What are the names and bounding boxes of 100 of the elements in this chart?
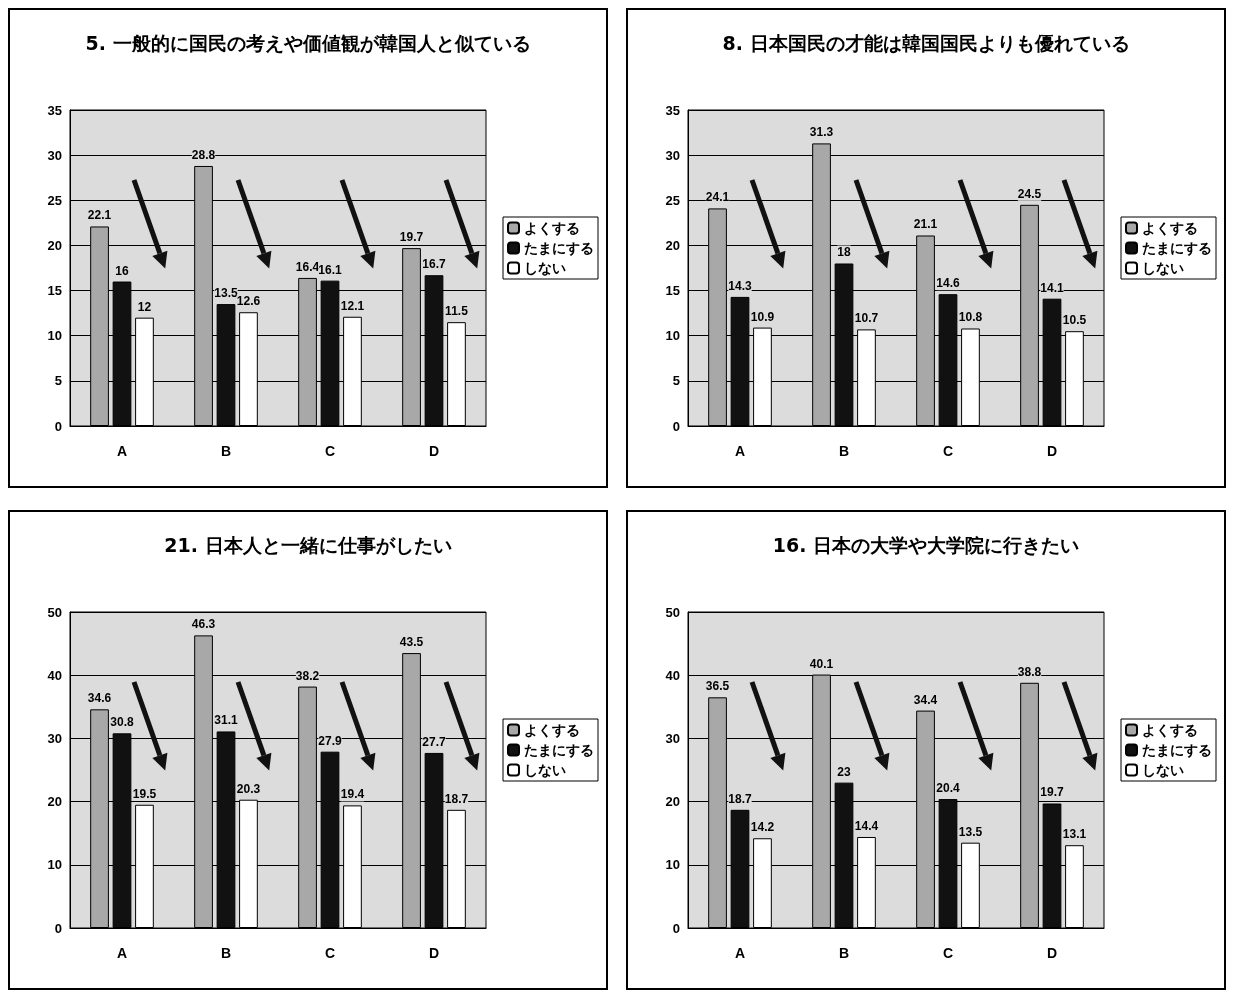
data-label: 14.2 xyxy=(750,820,775,835)
data-label: 18.7 xyxy=(444,791,469,806)
y-tick-label: 15 xyxy=(47,283,62,299)
legend-label: たまにする xyxy=(524,742,594,758)
data-label: 10.5 xyxy=(1062,313,1087,328)
data-label: 11.5 xyxy=(445,304,469,319)
y-tick-label: 30 xyxy=(47,730,62,746)
legend-label: しない xyxy=(1142,762,1184,778)
x-tick-label: B xyxy=(220,443,232,459)
data-label: 12.6 xyxy=(236,294,261,309)
data-label: 13.5 xyxy=(958,824,983,839)
x-tick-label: C xyxy=(324,443,336,459)
data-label: 31.3 xyxy=(809,125,834,140)
data-label: 16.7 xyxy=(422,257,446,272)
data-label: 19.5 xyxy=(132,786,157,801)
y-tick-label: 0 xyxy=(54,920,62,936)
data-label: 14.4 xyxy=(854,818,879,833)
x-tick-label: B xyxy=(838,443,850,459)
x-tick-label: B xyxy=(220,945,232,961)
y-tick-label: 35 xyxy=(665,102,680,118)
data-label: 19.4 xyxy=(340,787,365,802)
x-tick-label: A xyxy=(734,443,746,459)
y-tick-label: 50 xyxy=(47,604,62,620)
y-tick-label: 10 xyxy=(47,857,62,873)
legend-label: たまにする xyxy=(1142,240,1212,256)
legend-label: たまにする xyxy=(524,240,594,256)
data-label: 14.6 xyxy=(936,276,960,291)
data-label: 38.2 xyxy=(295,668,320,683)
legend-label: しない xyxy=(1142,260,1184,276)
data-label: 31.1 xyxy=(214,713,238,728)
y-tick-label: 40 xyxy=(665,667,680,683)
y-tick-label: 0 xyxy=(672,920,680,936)
y-tick-label: 30 xyxy=(665,730,680,746)
x-tick-label: C xyxy=(942,443,954,459)
data-label: 40.1 xyxy=(809,656,834,671)
data-label: 12.1 xyxy=(340,298,365,313)
data-label: 20.4 xyxy=(936,781,960,796)
legend-label: よくする xyxy=(1142,722,1198,738)
data-label: 24.1 xyxy=(705,190,730,205)
y-tick-label: 30 xyxy=(47,147,62,163)
data-label: 12 xyxy=(137,299,152,314)
x-tick-label: D xyxy=(428,945,440,961)
legend-label: しない xyxy=(524,762,566,778)
y-tick-label: 50 xyxy=(665,604,680,620)
y-tick-label: 20 xyxy=(47,794,62,810)
legend-label: よくする xyxy=(524,722,580,738)
chart-title: 16. 日本の大学や大学院に行きたい xyxy=(772,533,1080,556)
y-tick-label: 30 xyxy=(665,147,680,163)
legend-label: よくする xyxy=(1142,220,1198,236)
y-tick-label: 5 xyxy=(54,373,62,389)
x-tick-label: D xyxy=(1046,945,1058,961)
y-tick-label: 10 xyxy=(47,328,62,344)
x-tick-label: B xyxy=(838,945,850,961)
x-tick-label: D xyxy=(1046,443,1058,459)
data-label: 34.6 xyxy=(87,691,112,706)
x-tick-label: A xyxy=(734,945,746,961)
x-tick-label: A xyxy=(116,945,128,961)
data-label: 21.1 xyxy=(913,217,938,232)
data-label: 20.3 xyxy=(236,781,261,796)
data-label: 10.9 xyxy=(750,309,775,324)
y-tick-label: 20 xyxy=(665,794,680,810)
y-tick-label: 10 xyxy=(665,857,680,873)
data-label: 27.7 xyxy=(422,734,446,749)
data-label: 14.3 xyxy=(728,278,752,293)
x-tick-label: C xyxy=(942,945,954,961)
data-label: 46.3 xyxy=(191,617,216,632)
legend-label: たまにする xyxy=(1142,742,1212,758)
y-tick-label: 40 xyxy=(47,667,62,683)
data-label: 43.5 xyxy=(399,635,424,650)
legend-label: よくする xyxy=(524,220,580,236)
y-tick-label: 20 xyxy=(47,237,62,253)
data-label: 13.5 xyxy=(214,286,238,301)
data-label: 38.8 xyxy=(1017,664,1042,679)
data-label: 10.7 xyxy=(854,311,879,326)
data-label: 18.7 xyxy=(728,791,752,806)
data-label: 16 xyxy=(115,263,129,278)
y-tick-label: 15 xyxy=(665,283,680,299)
y-tick-label: 20 xyxy=(665,237,680,253)
y-tick-label: 0 xyxy=(54,418,62,434)
y-tick-label: 5 xyxy=(672,373,680,389)
data-label: 36.5 xyxy=(705,679,730,694)
data-label: 30.8 xyxy=(110,715,134,730)
chart-title: 8. 日本国民の才能は韓国国民よりも優れている xyxy=(722,31,1130,54)
y-tick-label: 10 xyxy=(665,328,680,344)
data-label: 19.7 xyxy=(399,230,424,245)
chart-title: 5. 一般的に国民の考えや価値観が韓国人と似ている xyxy=(85,31,531,54)
y-tick-label: 35 xyxy=(47,102,62,118)
data-label: 28.8 xyxy=(191,147,216,162)
data-label: 19.7 xyxy=(1040,785,1064,800)
data-label: 34.4 xyxy=(913,692,938,707)
data-label: 10.8 xyxy=(958,310,983,325)
data-label: 16.4 xyxy=(295,259,320,274)
data-label: 14.1 xyxy=(1040,280,1064,295)
data-label: 16.1 xyxy=(318,262,342,277)
data-label: 24.5 xyxy=(1017,186,1042,201)
x-tick-label: C xyxy=(324,945,336,961)
x-tick-label: D xyxy=(428,443,440,459)
data-label: 18 xyxy=(837,245,851,260)
data-label: 22.1 xyxy=(87,208,112,223)
data-label: 27.9 xyxy=(318,733,342,748)
